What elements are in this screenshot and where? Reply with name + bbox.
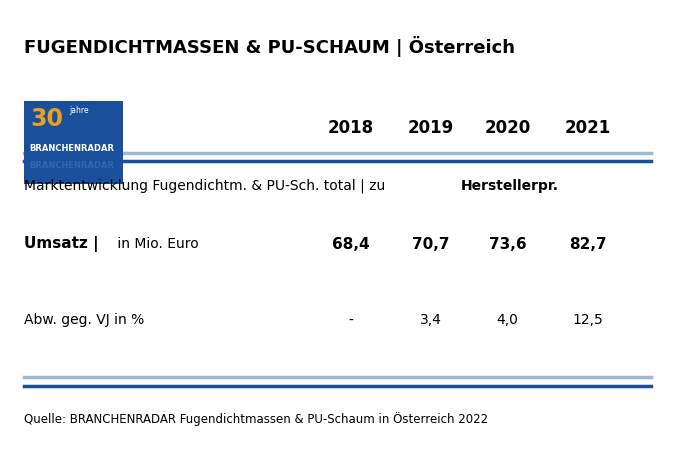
Text: 30: 30: [31, 107, 64, 131]
Text: 73,6: 73,6: [489, 237, 526, 252]
Text: 4,0: 4,0: [497, 314, 518, 328]
Text: 82,7: 82,7: [568, 237, 606, 252]
Text: 70,7: 70,7: [412, 237, 450, 252]
Text: 3,4: 3,4: [420, 314, 441, 328]
Text: BRANCHENRADAR: BRANCHENRADAR: [29, 144, 114, 153]
Text: 2021: 2021: [564, 118, 611, 137]
Text: 2019: 2019: [408, 118, 454, 137]
Text: BRANCHENRADAR: BRANCHENRADAR: [29, 161, 114, 170]
Text: in Mio. Euro: in Mio. Euro: [113, 237, 198, 251]
Text: Umsatz |: Umsatz |: [24, 236, 99, 252]
Text: Abw. geg. VJ in %: Abw. geg. VJ in %: [24, 314, 144, 328]
FancyBboxPatch shape: [24, 101, 123, 184]
Text: 2020: 2020: [485, 118, 531, 137]
Text: Marktentwicklung Fugendichtm. & PU-Sch. total | zu: Marktentwicklung Fugendichtm. & PU-Sch. …: [24, 179, 389, 193]
Text: jahre: jahre: [70, 106, 89, 115]
Text: 2018: 2018: [328, 118, 374, 137]
Text: -: -: [348, 314, 353, 328]
Text: Quelle: BRANCHENRADAR Fugendichtmassen & PU-Schaum in Österreich 2022: Quelle: BRANCHENRADAR Fugendichtmassen &…: [24, 412, 488, 426]
Text: FUGENDICHTMASSEN & PU-SCHAUM | Österreich: FUGENDICHTMASSEN & PU-SCHAUM | Österreic…: [24, 36, 515, 57]
Text: Herstellerpr.: Herstellerpr.: [461, 179, 559, 193]
Text: 12,5: 12,5: [572, 314, 603, 328]
Text: 68,4: 68,4: [332, 237, 370, 252]
